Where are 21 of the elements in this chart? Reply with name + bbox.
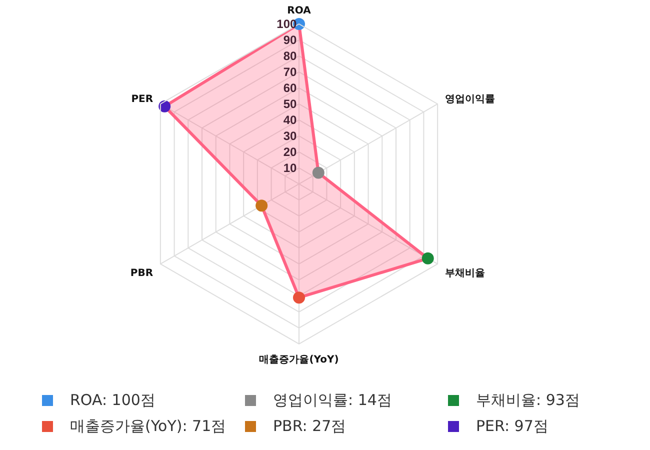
y-tick-label: 50 <box>283 96 298 111</box>
spoke-label: ROA <box>287 5 312 16</box>
text: PER: 97점 <box>476 416 548 436</box>
text: PBR: 27점 <box>273 416 346 436</box>
spoke-label: 매출증가율(YoY) <box>259 354 339 366</box>
y-tick-label: 70 <box>283 64 298 79</box>
text: 매출증가율(YoY): 71점 <box>70 416 226 436</box>
text: 영업이익률: 14점 <box>273 390 392 410</box>
text: 부채비율: 93점 <box>476 390 580 410</box>
text: ROA: 100점 <box>70 390 156 410</box>
spoke-label: 영업이익률 <box>444 94 495 105</box>
y-tick-label: 90 <box>283 32 298 47</box>
y-tick-label: 30 <box>283 128 298 143</box>
spoke-label: 부채비율 <box>444 268 485 280</box>
y-tick-label: 60 <box>283 80 298 95</box>
y-tick-label: 40 <box>283 112 298 127</box>
y-tick-label: 20 <box>283 144 298 159</box>
spoke-label: PER <box>131 94 154 105</box>
y-tick-label: 10 <box>283 160 298 175</box>
spoke-label: PBR <box>130 268 154 280</box>
y-tick-label: 80 <box>283 48 298 63</box>
